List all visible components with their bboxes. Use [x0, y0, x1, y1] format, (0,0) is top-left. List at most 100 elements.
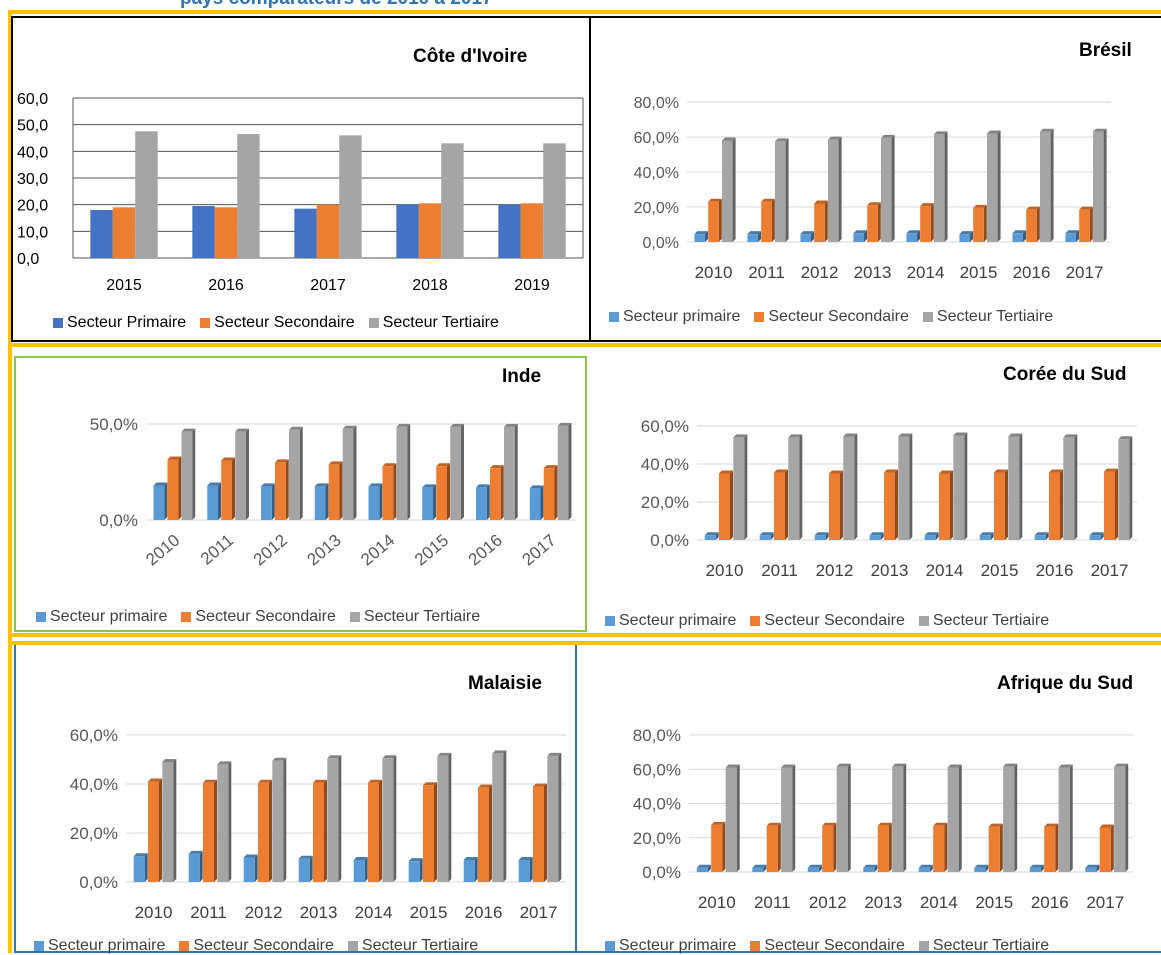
bar-side [944, 131, 948, 242]
bar-top [261, 483, 275, 487]
legend-swatch [922, 312, 933, 322]
bar-tertiaire [953, 435, 965, 540]
bar-primaire [463, 859, 475, 882]
bar-top [939, 470, 953, 474]
bar-side [503, 750, 507, 882]
chart-title: Inde [502, 366, 542, 387]
y-tick-label: 60,0% [70, 726, 118, 745]
bar-top [557, 422, 572, 426]
bar-primaire [314, 486, 326, 520]
bar-top [869, 532, 884, 536]
frame-line [8, 633, 1161, 637]
bar-primaire [869, 535, 881, 540]
bar-side [283, 757, 287, 882]
bar-secondaire [275, 462, 286, 520]
bar-tertiaire [342, 428, 354, 520]
bar-tertiaire [272, 760, 284, 882]
bar-secondaire [382, 466, 394, 520]
x-tick-label: 2015 [410, 903, 448, 922]
bar-top [181, 428, 196, 432]
chart-legend: Secteur primaire Secteur Secondaire Secteu… [36, 608, 480, 626]
bar-side [393, 463, 397, 520]
bar-top [1058, 764, 1073, 768]
bar-side [983, 204, 987, 242]
y-tick-label: 40,0 [17, 144, 48, 161]
x-tick-label: 2015 [981, 561, 1019, 580]
bar-tertiaire [1114, 766, 1126, 872]
legend-label: Secteur Secondaire [195, 608, 336, 625]
bar-side [178, 456, 182, 520]
bar-side [785, 138, 789, 242]
bar-tertiaire [217, 764, 229, 882]
legend-swatch [349, 612, 360, 622]
bar-top [924, 532, 939, 536]
x-tick-label: 2010 [706, 561, 744, 580]
chart-legend: Secteur primaire Secteur Secondaire Secteu… [609, 308, 1053, 326]
frame-line [8, 641, 1161, 645]
bar-primaire [694, 234, 706, 242]
bar-side [1129, 436, 1133, 540]
bar-top [1049, 469, 1063, 473]
bar-top [704, 532, 719, 536]
legend-item: Secteur primaire [605, 612, 736, 630]
bar-secondaire [423, 785, 434, 882]
legend-label: Secteur primaire [619, 612, 737, 629]
bar-top [898, 433, 913, 437]
bar-primaire [814, 535, 826, 540]
bar-top [396, 423, 411, 427]
legend-label: Secteur primaire [619, 937, 737, 954]
bar-secondaire [221, 460, 232, 520]
bar-top [959, 231, 974, 235]
y-tick-label: 40,0% [70, 775, 118, 794]
bar-side [353, 425, 357, 520]
bar-top [478, 784, 492, 788]
x-tick-label: 2012 [250, 531, 291, 570]
y-tick-label: 10,0 [17, 224, 48, 241]
chart-svg: 0,0 10,0 20,0 30,0 40,0 50,0 60,0 2015 2016 2017 2… [17, 91, 584, 294]
bar-side [715, 532, 719, 540]
bar-primaire [298, 858, 310, 882]
bar-side [838, 136, 842, 242]
bar-top [207, 482, 222, 486]
bar-top [973, 204, 987, 208]
bar-side [448, 752, 452, 882]
bar-side [730, 470, 733, 540]
chart-title: Afrique du Sud [997, 673, 1134, 694]
bar-top [288, 426, 303, 430]
bar-side [854, 433, 858, 540]
bar-side [1040, 864, 1044, 872]
x-tick-label: 2015 [411, 531, 452, 570]
bar-side [364, 856, 368, 882]
bar-side [460, 423, 464, 520]
bar-top [437, 752, 452, 756]
bar-top [1085, 864, 1100, 868]
bar-side [214, 779, 217, 882]
bar-secondaire [543, 468, 555, 520]
bar-side [447, 463, 450, 520]
bar-primaire [396, 204, 419, 258]
bar-top [1079, 206, 1093, 210]
bar-secondaire [167, 459, 179, 520]
bar-top [353, 856, 368, 860]
bar-top [1118, 436, 1133, 440]
bar-side [338, 755, 342, 882]
bar-side [847, 763, 851, 872]
bar-top [1092, 128, 1107, 132]
bar-primaire [518, 859, 530, 882]
bar-side [705, 231, 709, 242]
bar-tertiaire [827, 139, 839, 242]
bar-side [486, 484, 490, 520]
legend-swatch [605, 941, 615, 951]
bar-top [1065, 230, 1080, 234]
bar-top [1026, 206, 1040, 210]
bar-secondaire [328, 464, 340, 520]
bar-top [1063, 434, 1078, 438]
bar-top [933, 131, 948, 135]
bar-primaire [918, 867, 930, 872]
chart-legend: Secteur primaire Secteur Secondaire Secteu… [605, 612, 1049, 630]
bar-primaire [853, 233, 865, 242]
y-tick-label: 20,0% [634, 200, 679, 217]
legend-label: Secteur Tertiaire [361, 937, 479, 954]
bar-secondaire [478, 787, 489, 882]
x-tick-label: 2016 [465, 531, 506, 570]
